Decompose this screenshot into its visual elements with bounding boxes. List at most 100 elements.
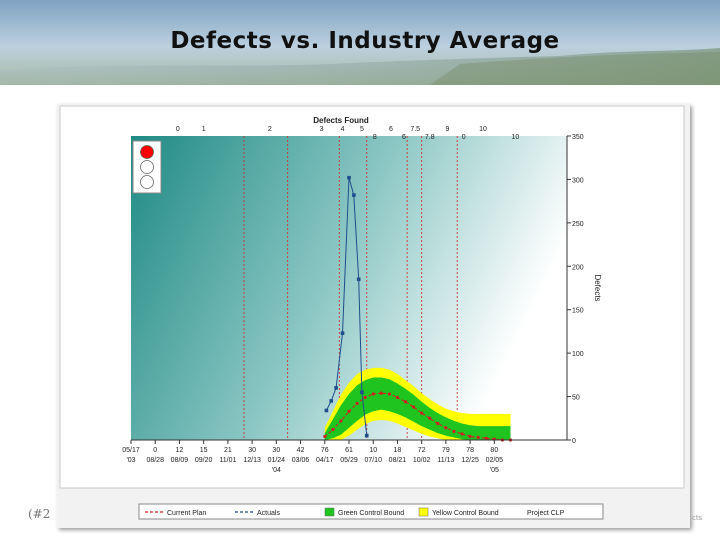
- legend-marker-2: [324, 507, 335, 517]
- point-current-plan-6: [371, 392, 375, 396]
- top-label-13: 0: [462, 134, 466, 141]
- legend-marker-3: [418, 507, 429, 517]
- header-banner: [0, 0, 720, 85]
- x-tick-label-date-2: 08/09: [171, 457, 189, 464]
- point-current-plan-15: [444, 426, 448, 430]
- point-actuals-7: [360, 390, 364, 395]
- top-label-14: 10: [511, 134, 519, 141]
- top-label-2: 2: [268, 126, 272, 133]
- y-tick-label-7: 350: [572, 134, 584, 141]
- x-tick-label-top-2: 12: [176, 447, 184, 454]
- x-tick-label-top-15: 80: [490, 447, 498, 454]
- legend-label-2: Green Control Bound: [338, 510, 404, 517]
- point-current-plan-19: [476, 435, 480, 439]
- point-current-plan-17: [460, 432, 464, 436]
- point-current-plan-4: [355, 401, 359, 406]
- footer-slide-number: (#2: [28, 507, 51, 521]
- chart-frame: Defects Found 0 1 2 3 4 5 6 7.5 9 10 8 6 7.8 0 10 0 50 100…: [57, 104, 690, 528]
- point-current-plan-18: [468, 434, 472, 439]
- legend-label-0: Current Plan: [167, 510, 206, 517]
- x-tick-label-date-1: 08/28: [146, 457, 164, 464]
- x-tick-label-top-3: 15: [200, 447, 208, 454]
- point-current-plan-5: [363, 395, 367, 400]
- x-tick-label-top-10: 10: [369, 447, 377, 454]
- traffic-light-0: [140, 145, 154, 159]
- top-label-10: 8: [373, 134, 377, 141]
- top-label-3: 3: [320, 126, 324, 133]
- point-actuals-8: [364, 433, 369, 438]
- x-tick-label-date-3: 09/20: [195, 457, 213, 464]
- point-actuals-5: [352, 193, 356, 197]
- legend-label-3: Yellow Control Bound: [432, 510, 499, 517]
- x-tick-label-top-7: 42: [297, 447, 305, 454]
- x-tick-label-top-5: 30: [248, 447, 256, 454]
- y-tick-label-4: 200: [572, 264, 584, 271]
- traffic-light-2: [140, 175, 154, 189]
- y-axis-label: Defects: [593, 274, 602, 301]
- x-tick-label-date-6: 01/24: [268, 457, 286, 464]
- x-tick-label-date-8: 04/17: [316, 457, 334, 464]
- x-tick-label-top-1: 0: [153, 447, 157, 454]
- x-tick-label-top-12: 72: [418, 447, 426, 454]
- x-tick-label-date-4: 11/01: [219, 457, 236, 464]
- legend-box: [138, 503, 604, 520]
- top-label-9: 10: [479, 126, 487, 133]
- y-tick-label-6: 300: [572, 177, 584, 184]
- y-tick-label-5: 250: [572, 221, 584, 228]
- point-current-plan-9: [395, 395, 400, 400]
- point-current-plan-7: [379, 391, 383, 395]
- footer-right-text: cts: [692, 514, 703, 522]
- y-tick-label-1: 50: [572, 395, 580, 402]
- x-tick-label-top-11: 18: [394, 447, 402, 454]
- traffic-light-1: [140, 160, 154, 174]
- point-current-plan-8: [387, 392, 391, 396]
- point-actuals-6: [356, 277, 361, 282]
- x-tick-label-year-6: '04: [272, 467, 281, 474]
- green-control-band: [324, 377, 511, 440]
- top-label-11: 6: [402, 134, 406, 141]
- top-label-12: 7.8: [425, 134, 435, 141]
- x-tick-label-date-10: 07/10: [364, 457, 382, 464]
- legend-label-4: Project CLP: [527, 510, 565, 517]
- point-actuals-0: [324, 408, 329, 413]
- point-actuals-3: [340, 331, 345, 335]
- point-current-plan-0: [323, 434, 327, 439]
- legend-label-1: Actuals: [257, 510, 280, 517]
- point-current-plan-3: [347, 409, 351, 413]
- point-current-plan-1: [331, 427, 335, 432]
- y-tick-label-2: 100: [572, 351, 584, 358]
- x-tick-label-top-0: 05/17: [122, 447, 140, 454]
- top-label-8: 9: [446, 126, 450, 133]
- page-title: Defects vs. Industry Average: [170, 28, 560, 54]
- top-label-1: 1: [202, 126, 206, 133]
- top-label-5: 5: [360, 126, 364, 133]
- point-current-plan-16: [452, 429, 456, 433]
- x-tick-label-date-0: '03: [126, 457, 135, 464]
- x-tick-label-date-9: 05/29: [340, 457, 358, 464]
- x-tick-label-date-13: 11/13: [437, 457, 454, 464]
- point-current-plan-14: [436, 421, 440, 426]
- chart-title: Defects Found: [313, 116, 369, 125]
- x-tick-label-top-6: 30: [272, 447, 280, 454]
- point-current-plan-13: [428, 416, 432, 420]
- top-label-0: 0: [176, 126, 180, 133]
- x-tick-label-date-11: 08/21: [389, 457, 407, 464]
- y-tick-label-3: 150: [572, 308, 584, 315]
- point-current-plan-20: [484, 436, 488, 440]
- x-tick-label-top-8: 76: [321, 447, 329, 454]
- x-tick-label-date-12: 10/02: [413, 457, 431, 464]
- x-tick-label-date-15: 02/05: [486, 457, 504, 464]
- x-tick-label-top-13: 79: [442, 447, 450, 454]
- point-actuals-4: [347, 175, 351, 180]
- x-tick-label-date-14: 12/25: [461, 457, 479, 464]
- top-label-6: 6: [389, 126, 393, 133]
- point-actuals-1: [329, 399, 334, 403]
- x-tick-label-year-15: '05: [490, 467, 499, 474]
- y-tick-label-0: 0: [572, 438, 576, 445]
- point-current-plan-12: [420, 411, 424, 415]
- point-current-plan-2: [339, 419, 343, 423]
- point-current-plan-10: [403, 400, 408, 404]
- top-label-4: 4: [341, 126, 345, 133]
- x-tick-label-date-7: 03/06: [292, 457, 310, 464]
